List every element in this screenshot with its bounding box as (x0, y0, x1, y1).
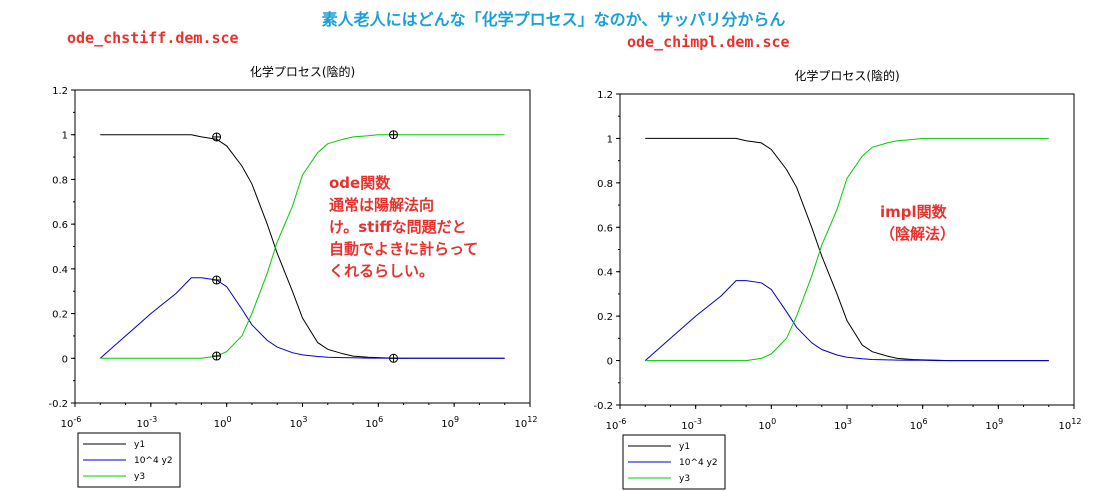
left-annotation-line: 自動でよきに計らって (329, 240, 479, 258)
x-tick-label: 109 (985, 417, 1003, 432)
x-tick-label: 10-3 (681, 417, 702, 432)
x-tick-label: 1012 (515, 415, 538, 430)
x-tick-exponent: 0 (226, 415, 231, 424)
legend-label: y1 (134, 440, 145, 450)
y-tick-label: 0.2 (52, 310, 68, 321)
y-tick-label: 0.4 (52, 265, 68, 276)
y-tick-label: 0.2 (597, 312, 613, 323)
y-tick-label: 1.2 (52, 86, 68, 97)
x-tick-exponent: -3 (694, 417, 702, 426)
y-tick-label: 1 (62, 131, 68, 142)
data-marker (212, 132, 222, 142)
legend-label: 10^4 y2 (134, 456, 173, 466)
x-tick-label: 109 (441, 415, 459, 430)
y-tick-label: -0.2 (48, 399, 68, 410)
y-tick-label: 0 (62, 354, 68, 365)
right-chart-svg: 化学プロセス(陰的) -0.2 0 0.2 0.4 0.6 0.8 1 1.2 10-6 10-3 1… (593, 68, 1082, 490)
x-tick-label: 10-6 (606, 417, 627, 432)
x-tick-label: 106 (365, 415, 383, 430)
y-tick-label: 1 (607, 134, 613, 145)
left-annotation: ode関数 通常は陽解法向 け。stiffな問題だと 自動でよきに計らって くれ… (329, 172, 478, 282)
x-tick-exponent: 12 (1071, 417, 1081, 426)
left-chart-svg: 化学プロセス(陰的) -0.2 0 0.2 0.4 0.6 0.8 1 1.2 10-6 10-3 1… (48, 64, 538, 488)
series-line-y3 (100, 134, 505, 359)
y-tick-label: 0 (607, 357, 613, 368)
x-tick-label: 103 (290, 415, 308, 430)
x-tick-label: 100 (758, 417, 776, 432)
x-tick-exponent: 0 (771, 417, 776, 426)
y-tick-label: -0.2 (593, 401, 613, 412)
x-tick-label: 106 (910, 417, 928, 432)
legend-label: y1 (679, 442, 690, 452)
series-line-104y2 (99, 277, 505, 359)
series-line-y1 (645, 137, 1049, 362)
left-annotation-line: ode関数 (329, 174, 391, 192)
x-tick-exponent: 3 (847, 417, 852, 426)
y-tick-label: 1.2 (597, 90, 613, 101)
y-tick-label: 0.8 (597, 179, 613, 190)
x-tick-label: 10-6 (61, 415, 82, 430)
chart-legend: y1 10^4 y2 y3 (77, 432, 181, 488)
x-tick-label: 100 (214, 415, 232, 430)
data-marker (212, 351, 222, 361)
left-annotation-line: け。stiffな問題だと (329, 218, 467, 236)
legend-label: y3 (134, 472, 145, 482)
x-tick-label: 1012 (1059, 417, 1082, 432)
data-marker (389, 353, 399, 363)
legend-label: 10^4 y2 (679, 458, 718, 468)
x-tick-exponent: 12 (527, 415, 537, 424)
x-tick-exponent: 6 (378, 415, 383, 424)
data-marker (212, 275, 222, 285)
data-marker (389, 130, 399, 140)
x-tick-exponent: 9 (454, 415, 459, 424)
right-annotation: impl関数 （陰解法） (880, 201, 955, 245)
y-tick-label: 0.6 (52, 220, 68, 231)
right-annotation-line: impl関数 (880, 203, 947, 221)
x-tick-exponent: -6 (73, 415, 81, 424)
series-line-104y2 (644, 280, 1049, 362)
legend-label: y3 (679, 474, 690, 484)
right-annotation-line: （陰解法） (880, 225, 956, 243)
chart-title: 化学プロセス(陰的) (794, 68, 899, 83)
series-line-y3 (645, 137, 1049, 362)
right-chart-panel: 化学プロセス(陰的) -0.2 0 0.2 0.4 0.6 0.8 1 1.2 10-6 10-3 1… (553, 0, 1107, 491)
x-tick-exponent: 9 (998, 417, 1003, 426)
left-chart-panel: 化学プロセス(陰的) -0.2 0 0.2 0.4 0.6 0.8 1 1.2 10-6 10-3 1… (0, 0, 553, 491)
y-tick-label: 0.6 (597, 223, 613, 234)
left-annotation-line: くれるらしい。 (329, 262, 435, 280)
y-tick-label: 0.8 (52, 175, 68, 186)
y-tick-label: 0.4 (597, 268, 613, 279)
left-file-label: ode_chstiff.dem.sce (67, 29, 239, 47)
left-annotation-line: 通常は陽解法向 (329, 196, 435, 214)
plot-frame (619, 93, 1075, 406)
chart-title: 化学プロセス(陰的) (250, 64, 355, 79)
x-tick-exponent: 6 (922, 417, 927, 426)
x-tick-label: 10-3 (136, 415, 157, 430)
x-tick-label: 103 (834, 417, 852, 432)
right-file-label: ode_chimpl.dem.sce (627, 33, 790, 51)
x-tick-exponent: -6 (618, 417, 626, 426)
x-tick-exponent: 3 (302, 415, 307, 424)
page-headline: 素人老人にはどんな「化学プロセス」なのか、サッパリ分からん (321, 10, 786, 29)
chart-legend: y1 10^4 y2 y3 (622, 434, 726, 490)
x-tick-exponent: -3 (149, 415, 157, 424)
